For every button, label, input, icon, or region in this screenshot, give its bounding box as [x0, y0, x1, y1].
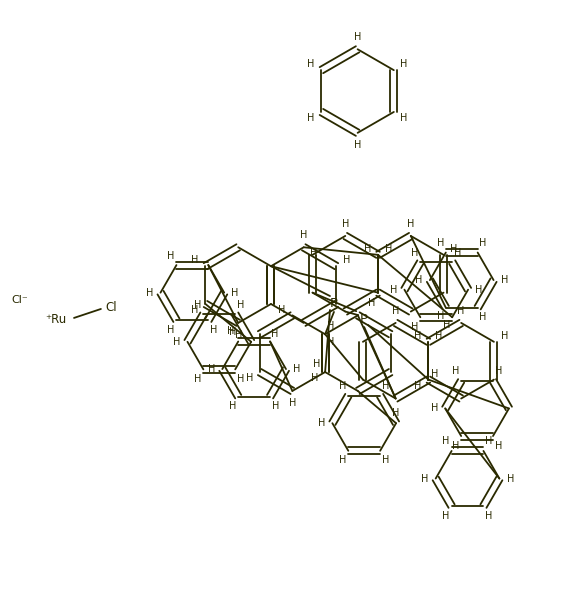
Text: H: H	[506, 474, 514, 484]
Text: H: H	[485, 510, 493, 521]
Text: H: H	[246, 373, 253, 383]
Text: H: H	[364, 244, 371, 254]
Text: H: H	[442, 510, 450, 521]
Text: H: H	[442, 437, 450, 446]
Text: H: H	[354, 140, 361, 150]
Text: H: H	[272, 401, 279, 411]
Text: P: P	[360, 313, 368, 326]
Text: H: H	[311, 373, 319, 383]
Text: H: H	[278, 305, 285, 315]
Text: H: H	[411, 322, 419, 332]
Text: H: H	[414, 331, 422, 341]
Text: H: H	[454, 248, 461, 258]
Text: H: H	[328, 337, 335, 347]
Text: H: H	[167, 251, 175, 260]
Text: H: H	[442, 320, 450, 330]
Text: H: H	[192, 305, 199, 315]
Text: H: H	[229, 327, 237, 337]
Text: P: P	[330, 298, 338, 310]
Text: H: H	[208, 364, 215, 374]
Text: H: H	[229, 401, 237, 411]
Text: H: H	[475, 284, 483, 295]
Text: H: H	[318, 418, 325, 428]
Text: H: H	[392, 408, 400, 418]
Text: H: H	[310, 248, 318, 259]
Text: H: H	[237, 374, 244, 384]
Text: H: H	[401, 59, 408, 69]
Text: H: H	[479, 312, 487, 322]
Text: H: H	[437, 310, 445, 321]
Text: H: H	[430, 403, 438, 414]
Text: H: H	[271, 329, 279, 338]
Text: H: H	[234, 330, 242, 340]
Text: Cl: Cl	[105, 301, 117, 315]
Text: H: H	[194, 300, 202, 310]
Text: H: H	[210, 325, 217, 335]
Text: H: H	[343, 255, 351, 265]
Text: H: H	[414, 381, 422, 391]
Text: H: H	[485, 437, 493, 446]
Text: H: H	[501, 331, 508, 341]
Text: H: H	[192, 255, 199, 265]
Text: H: H	[173, 337, 180, 347]
Text: H: H	[293, 364, 301, 374]
Text: H: H	[300, 230, 307, 240]
Text: H: H	[450, 244, 457, 254]
Text: H: H	[495, 367, 502, 376]
Text: H: H	[328, 321, 335, 331]
Text: H: H	[407, 219, 415, 229]
Text: H: H	[342, 219, 349, 229]
Text: H: H	[339, 381, 347, 391]
Text: H: H	[479, 238, 487, 248]
Text: H: H	[339, 455, 347, 465]
Text: H: H	[289, 398, 296, 408]
Text: H: H	[232, 288, 239, 298]
Text: H: H	[167, 325, 175, 335]
Text: ⁺Ru: ⁺Ru	[46, 313, 67, 326]
Text: H: H	[415, 275, 423, 285]
Text: H: H	[421, 474, 428, 484]
Text: H: H	[452, 440, 459, 451]
Text: H: H	[368, 298, 376, 307]
Text: H: H	[226, 326, 234, 336]
Text: H: H	[314, 359, 321, 369]
Text: H: H	[194, 374, 202, 384]
Text: H: H	[385, 244, 392, 254]
Text: H: H	[411, 248, 419, 258]
Text: H: H	[495, 440, 502, 451]
Text: H: H	[146, 288, 153, 298]
Text: H: H	[430, 368, 438, 379]
Text: H: H	[382, 381, 389, 391]
Text: H: H	[390, 284, 397, 295]
Text: H: H	[237, 300, 244, 310]
Text: H: H	[382, 455, 389, 465]
Text: H: H	[307, 113, 315, 123]
Text: Cl⁻: Cl⁻	[11, 295, 28, 305]
Text: H: H	[392, 306, 400, 316]
Text: H: H	[457, 306, 465, 316]
Text: H: H	[307, 59, 315, 69]
Text: H: H	[452, 367, 459, 376]
Text: H: H	[401, 113, 408, 123]
Text: H: H	[435, 331, 442, 341]
Text: H: H	[437, 238, 444, 248]
Text: H: H	[354, 33, 361, 42]
Text: H: H	[501, 275, 508, 285]
